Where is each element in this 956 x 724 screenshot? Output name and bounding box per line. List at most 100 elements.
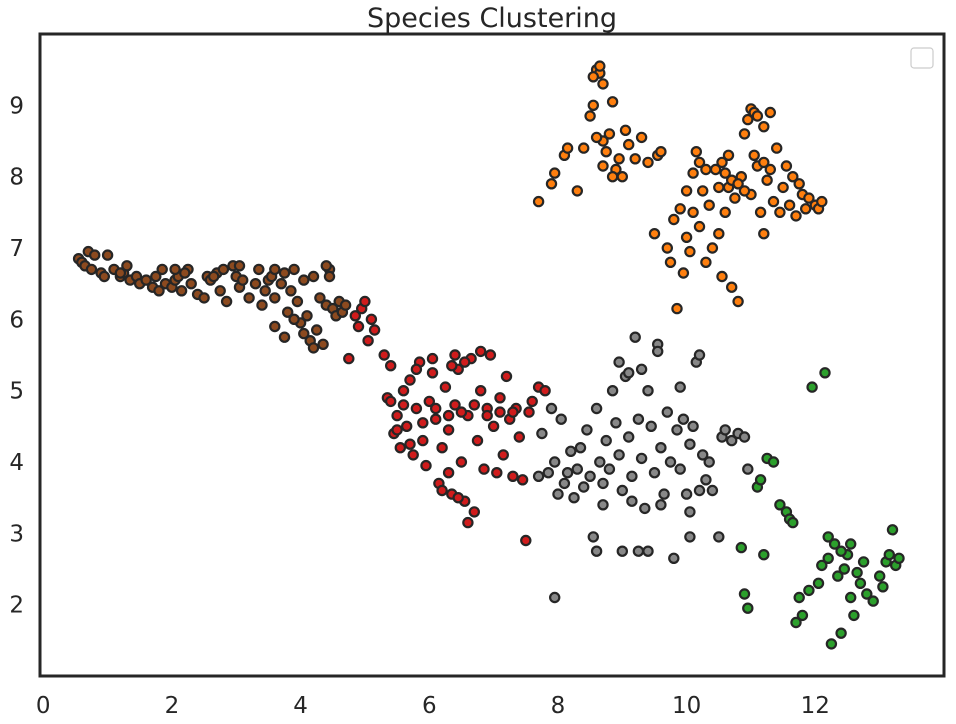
scatter-point bbox=[742, 602, 754, 614]
scatter-point bbox=[578, 481, 590, 493]
scatter-point bbox=[684, 438, 696, 450]
scatter-point bbox=[410, 363, 423, 375]
scatter-point bbox=[536, 427, 548, 440]
scatter-point bbox=[854, 577, 867, 590]
scatter-point bbox=[697, 185, 709, 197]
scatter-point bbox=[671, 302, 683, 315]
scatter-point bbox=[587, 531, 600, 543]
scatter-point bbox=[758, 156, 770, 169]
scatter-point bbox=[288, 313, 300, 325]
scatter-point bbox=[716, 156, 728, 169]
scatter-point bbox=[645, 420, 657, 432]
scatter-point bbox=[397, 399, 410, 411]
scatter-point bbox=[603, 128, 616, 140]
scatter-point bbox=[738, 185, 751, 197]
scatter-point bbox=[613, 449, 625, 461]
scatter-point bbox=[494, 406, 506, 418]
y-tick-label: 8 bbox=[9, 165, 24, 191]
scatter-point bbox=[446, 360, 458, 372]
scatter-point bbox=[349, 310, 361, 322]
scatter-point bbox=[558, 477, 571, 490]
scatter-point bbox=[828, 538, 841, 550]
scatter-point bbox=[857, 556, 870, 568]
scatter-point bbox=[655, 499, 667, 511]
scatter-point bbox=[713, 227, 725, 240]
scatter-point bbox=[655, 442, 667, 454]
scatter-point bbox=[642, 385, 654, 397]
scatter-point bbox=[742, 463, 754, 475]
scatter-point bbox=[578, 142, 590, 154]
scatter-point bbox=[664, 456, 677, 468]
scatter-point bbox=[404, 374, 416, 386]
scatter-point bbox=[449, 399, 461, 411]
x-axis-ticks: 0 2 4 6 8 10 12 bbox=[36, 693, 830, 719]
scatter-point bbox=[307, 342, 320, 354]
scatter-point bbox=[256, 299, 268, 311]
scatter-point bbox=[85, 263, 98, 276]
scatter-point bbox=[594, 60, 606, 72]
scatter-point bbox=[761, 174, 773, 186]
scatter-point bbox=[758, 120, 770, 133]
scatter-point bbox=[339, 299, 352, 311]
scatter-point bbox=[365, 313, 378, 325]
scatter-point bbox=[307, 270, 320, 283]
scatter-point bbox=[600, 434, 612, 447]
scatter-point bbox=[668, 552, 680, 565]
scatter-point bbox=[430, 402, 442, 415]
x-tick-label: 6 bbox=[422, 693, 437, 719]
scatter-point bbox=[475, 385, 487, 397]
scatter-point bbox=[684, 531, 696, 543]
scatter-point bbox=[658, 488, 670, 500]
scatter-point bbox=[236, 274, 249, 286]
scatter-point bbox=[613, 153, 625, 165]
x-tick-label: 12 bbox=[801, 693, 830, 719]
scatter-point bbox=[455, 456, 468, 468]
scatter-point bbox=[597, 499, 609, 511]
scatter-point bbox=[726, 281, 738, 293]
x-tick-label: 2 bbox=[165, 693, 180, 719]
scatter-point bbox=[285, 285, 297, 297]
scatter-point bbox=[478, 463, 490, 475]
scatter-point bbox=[687, 206, 699, 218]
scatter-point bbox=[391, 409, 403, 422]
scatter-point bbox=[426, 352, 439, 365]
scatter-point bbox=[661, 242, 674, 254]
scatter-point bbox=[706, 242, 719, 254]
scatter-point bbox=[835, 627, 847, 639]
scatter-point bbox=[742, 113, 754, 126]
scatter-point bbox=[362, 335, 374, 347]
scatter-point bbox=[719, 206, 731, 218]
scatter-point bbox=[88, 249, 101, 261]
y-tick-label: 7 bbox=[9, 236, 24, 262]
scatter-point bbox=[532, 470, 545, 482]
scatter-point bbox=[845, 538, 857, 550]
scatter-point bbox=[314, 292, 326, 304]
scatter-point bbox=[832, 570, 844, 582]
scatter-point bbox=[700, 474, 712, 486]
scatter-point bbox=[806, 381, 818, 393]
scatter-point bbox=[703, 199, 715, 211]
scatter-point bbox=[623, 431, 635, 443]
y-tick-label: 3 bbox=[9, 521, 24, 547]
scatter-point bbox=[475, 345, 487, 358]
scatter-point bbox=[877, 581, 889, 593]
scatter-point bbox=[635, 452, 648, 465]
scatter-point bbox=[417, 417, 429, 429]
scatter-point bbox=[532, 195, 545, 208]
scatter-point bbox=[311, 324, 323, 336]
scatter-point bbox=[278, 267, 291, 279]
scatter-point bbox=[674, 463, 686, 475]
scatter-point bbox=[584, 110, 596, 122]
scatter-point bbox=[542, 467, 555, 479]
scatter-point bbox=[684, 506, 696, 518]
scatter-point bbox=[590, 131, 603, 144]
scatter-point bbox=[716, 270, 728, 283]
scatter-point bbox=[680, 185, 693, 197]
scatter-point bbox=[590, 402, 603, 415]
scatter-point bbox=[220, 295, 233, 308]
scatter-point bbox=[587, 71, 600, 83]
scatter-point bbox=[606, 96, 619, 108]
scatter-point bbox=[352, 320, 365, 333]
scatter-point bbox=[243, 292, 255, 304]
scatter-point bbox=[790, 616, 802, 629]
